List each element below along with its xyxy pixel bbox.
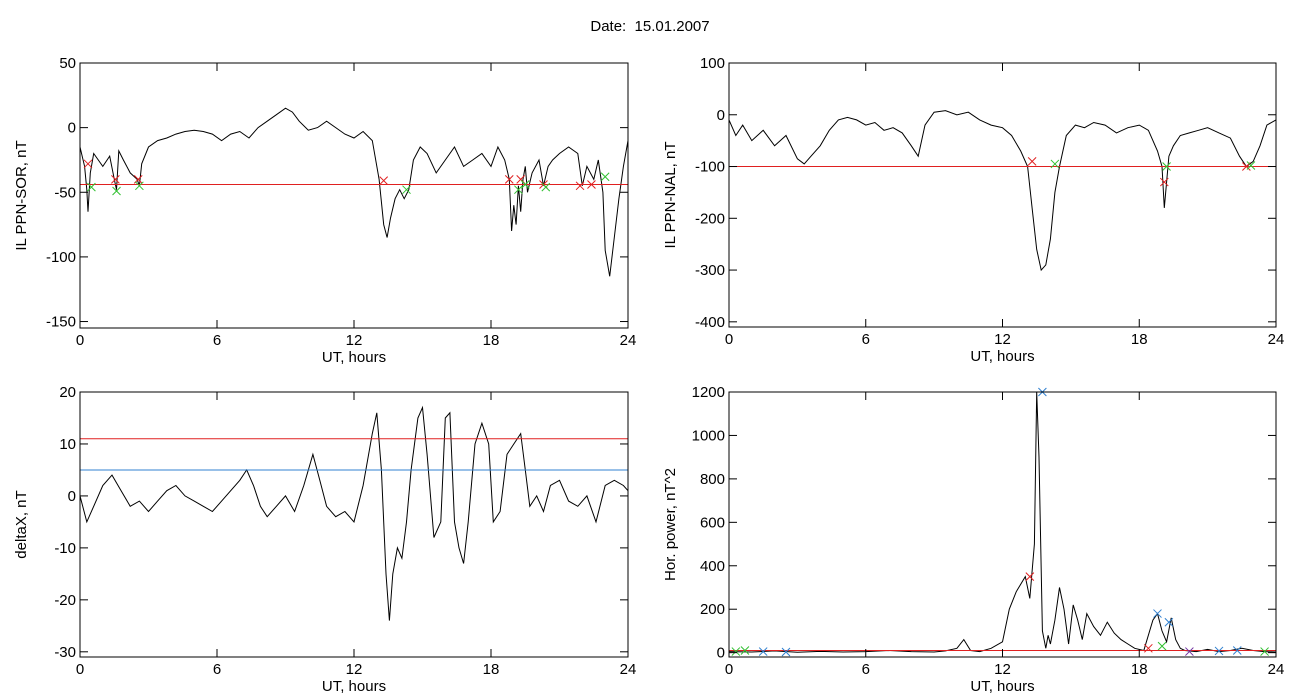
x-tick-label: 0 xyxy=(76,661,84,678)
event-marker xyxy=(1050,159,1060,169)
x-tick-label: 6 xyxy=(213,332,221,349)
x-axis-label: UT, hours xyxy=(322,349,386,366)
y-tick-label: 0 xyxy=(717,107,725,124)
x-tick-label: 24 xyxy=(620,661,637,678)
event-marker xyxy=(781,647,791,657)
event-marker xyxy=(575,181,585,191)
event-marker xyxy=(1144,643,1153,653)
y-tick-label: -20 xyxy=(54,592,76,609)
x-tick-label: 12 xyxy=(346,661,363,678)
x-tick-label: 0 xyxy=(76,332,84,349)
event-marker xyxy=(112,186,121,196)
y-tick-label: 400 xyxy=(700,558,725,575)
y-tick-label: 100 xyxy=(700,55,725,72)
event-marker xyxy=(379,176,389,185)
data-line xyxy=(79,107,629,277)
event-marker xyxy=(1185,647,1194,656)
event-marker xyxy=(520,180,530,189)
x-tick-label: 18 xyxy=(1131,661,1148,678)
event-marker xyxy=(541,182,551,192)
y-axis-label: IL PPN-SOR, nT xyxy=(13,140,30,250)
event-marker xyxy=(1246,161,1256,170)
x-axis-label: UT, hours xyxy=(322,678,386,695)
y-tick-label: -10 xyxy=(54,540,76,557)
y-tick-label: 0 xyxy=(68,120,76,137)
event-marker xyxy=(1153,609,1162,618)
y-axis-label: IL PPN-NAL, nT xyxy=(662,142,679,249)
event-marker xyxy=(1159,177,1169,187)
y-tick-label: -50 xyxy=(54,184,76,201)
plot-frame xyxy=(728,391,1277,658)
event-marker xyxy=(514,185,523,195)
y-tick-label: 800 xyxy=(700,471,725,488)
x-tick-label: 24 xyxy=(1268,661,1285,678)
y-tick-label: 20 xyxy=(59,384,76,401)
x-tick-label: 6 xyxy=(862,661,870,678)
y-tick-label: 600 xyxy=(700,514,725,531)
x-tick-label: 6 xyxy=(862,331,870,348)
event-marker xyxy=(1164,617,1174,627)
event-marker xyxy=(1232,646,1242,655)
event-marker xyxy=(402,185,411,195)
event-marker xyxy=(1260,647,1269,656)
x-tick-label: 24 xyxy=(620,332,637,349)
event-marker xyxy=(1162,162,1171,171)
event-marker xyxy=(504,174,514,184)
event-marker xyxy=(1157,641,1167,651)
x-tick-label: 12 xyxy=(994,661,1011,678)
y-tick-label: -100 xyxy=(695,159,725,176)
plot-frame xyxy=(79,391,629,658)
plot-deltax: 0 6 12 18 24 -30 -20 -10 0 10 20 UT, hours deltaX, n… xyxy=(13,384,636,695)
y-tick-label: -30 xyxy=(54,644,76,661)
event-marker xyxy=(1025,572,1035,581)
y-tick-label: -300 xyxy=(695,262,725,279)
page-title: Date: 15.01.2007 xyxy=(590,18,710,35)
x-axis-label: UT, hours xyxy=(970,348,1034,365)
x-tick-label: 6 xyxy=(213,661,221,678)
y-tick-label: -150 xyxy=(46,314,76,331)
event-marker xyxy=(731,647,741,656)
x-tick-label: 24 xyxy=(1268,331,1285,348)
x-tick-label: 12 xyxy=(994,331,1011,348)
y-axis-label: Hor. power, nT^2 xyxy=(662,468,679,581)
event-marker xyxy=(587,180,596,189)
plot-sor: 0 6 12 18 24 -150 -100 -50 0 50 UT, hours IL PPN-SO… xyxy=(13,55,636,366)
y-tick-label: 0 xyxy=(68,488,76,505)
plot-hor-power: 0 6 12 18 24 0 200 400 600 800 1000 1200 UT, hours Ho… xyxy=(662,384,1284,695)
plot-frame xyxy=(728,62,1277,328)
event-marker xyxy=(600,172,610,182)
x-axis-label: UT, hours xyxy=(970,678,1034,695)
event-marker xyxy=(1214,646,1224,656)
x-tick-label: 18 xyxy=(483,661,500,678)
event-marker xyxy=(758,647,768,656)
y-axis-label: deltaX, nT xyxy=(13,490,30,558)
x-tick-label: 12 xyxy=(346,332,363,349)
y-tick-label: -100 xyxy=(46,249,76,266)
event-marker xyxy=(135,181,144,191)
plot-frame xyxy=(79,62,629,329)
data-line xyxy=(728,110,1277,272)
x-tick-label: 18 xyxy=(1131,331,1148,348)
x-tick-label: 18 xyxy=(483,332,500,349)
event-marker xyxy=(740,646,750,655)
event-marker xyxy=(87,182,96,192)
y-tick-label: -400 xyxy=(695,314,725,331)
event-marker xyxy=(111,174,120,184)
event-marker xyxy=(1027,156,1037,166)
event-marker xyxy=(83,159,93,169)
y-tick-label: 200 xyxy=(700,601,725,618)
y-tick-label: 10 xyxy=(59,436,76,453)
y-tick-label: 50 xyxy=(59,55,76,72)
y-tick-label: 0 xyxy=(717,645,725,662)
data-line xyxy=(728,391,1277,653)
x-tick-label: 0 xyxy=(725,661,733,678)
data-line xyxy=(79,405,629,621)
y-tick-label: 1200 xyxy=(692,384,725,401)
x-tick-label: 0 xyxy=(725,331,733,348)
y-tick-label: -200 xyxy=(695,210,725,227)
y-tick-label: 1000 xyxy=(692,427,725,444)
plot-nal: 0 6 12 18 24 -400 -300 -200 -100 0 100 UT, hours IL … xyxy=(662,55,1284,365)
